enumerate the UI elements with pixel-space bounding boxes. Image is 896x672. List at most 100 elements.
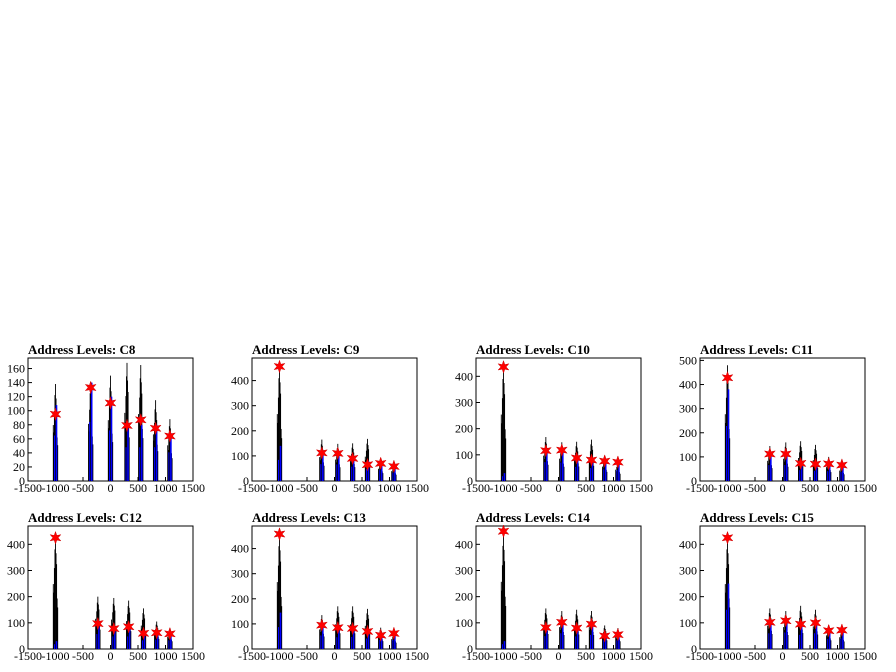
chart-title: Address Levels: C15 [700, 510, 814, 525]
x-tick-label: 500 [129, 481, 147, 495]
x-tick-label: 0 [108, 481, 114, 495]
red-star-marker [273, 359, 286, 374]
x-tick-label: 0 [332, 481, 338, 495]
x-tick-label: 1000 [154, 649, 178, 663]
y-tick-label: 400 [455, 369, 473, 383]
red-star-marker [835, 623, 848, 638]
red-star-marker [163, 429, 176, 444]
y-tick-label: 0 [243, 474, 249, 488]
y-tick-label: 200 [679, 590, 697, 604]
x-tick-label: -1500 [686, 649, 714, 663]
y-tick-label: 80 [13, 418, 25, 432]
y-tick-label: 300 [455, 395, 473, 409]
red-star-marker [346, 621, 359, 636]
red-star-marker [315, 445, 328, 460]
red-star-marker [835, 458, 848, 473]
y-tick-label: 0 [467, 642, 473, 656]
x-tick-label: 1500 [405, 481, 429, 495]
y-tick-label: 200 [679, 426, 697, 440]
red-star-marker [134, 412, 147, 427]
y-tick-label: 0 [691, 474, 697, 488]
red-star-marker [331, 620, 344, 635]
chart-title: Address Levels: C12 [28, 510, 142, 525]
y-tick-label: 400 [231, 374, 249, 388]
y-tick-label: 200 [455, 590, 473, 604]
x-tick-label: 0 [780, 481, 786, 495]
x-tick-label: 1000 [826, 649, 850, 663]
x-tick-label: -500 [520, 481, 542, 495]
x-tick-label: -1000 [490, 649, 518, 663]
x-tick-label: 500 [577, 649, 595, 663]
x-tick-label: 1000 [154, 481, 178, 495]
x-tick-label: -1000 [42, 481, 70, 495]
x-tick-label: 500 [577, 481, 595, 495]
x-tick-label: 1500 [629, 481, 653, 495]
red-star-marker [120, 418, 134, 433]
x-tick-label: 1500 [405, 649, 429, 663]
x-tick-label: 0 [332, 649, 338, 663]
red-star-marker [539, 620, 552, 635]
y-tick-label: 300 [679, 563, 697, 577]
chart-title: Address Levels: C9 [252, 342, 360, 357]
red-star-marker [331, 446, 344, 461]
x-tick-label: 500 [353, 481, 371, 495]
red-star-marker [539, 443, 552, 458]
x-tick-label: -1000 [714, 481, 742, 495]
x-tick-label: 1500 [181, 481, 205, 495]
x-tick-label: -1500 [238, 649, 266, 663]
x-tick-label: 500 [353, 649, 371, 663]
x-tick-label: -500 [520, 649, 542, 663]
y-tick-label: 100 [231, 617, 249, 631]
x-tick-label: 1500 [181, 649, 205, 663]
x-tick-label: 1500 [853, 481, 877, 495]
x-tick-label: -500 [296, 649, 318, 663]
x-tick-label: -1000 [490, 481, 518, 495]
red-star-marker [794, 617, 807, 632]
red-star-marker [570, 621, 583, 636]
y-tick-label: 100 [679, 450, 697, 464]
red-star-marker [149, 421, 162, 436]
y-tick-label: 120 [7, 390, 25, 404]
red-star-marker [273, 527, 286, 542]
red-star-marker [822, 623, 835, 638]
y-tick-label: 0 [243, 642, 249, 656]
x-tick-label: 0 [108, 649, 114, 663]
y-tick-label: 160 [7, 362, 25, 376]
plot-frame [251, 357, 418, 482]
chart-title: Address Levels: C14 [476, 510, 590, 525]
y-tick-label: 100 [231, 449, 249, 463]
y-tick-label: 0 [467, 474, 473, 488]
chart-panel: Address Levels: C11 0 100 200 300 400 500 -1500… [679, 342, 877, 495]
y-tick-label: 60 [13, 432, 25, 446]
red-star-marker [585, 453, 598, 468]
y-tick-label: 200 [231, 592, 249, 606]
red-star-marker [809, 457, 822, 472]
y-tick-label: 200 [455, 422, 473, 436]
red-star-marker [611, 627, 624, 642]
red-star-marker [555, 615, 568, 630]
chart-title: Address Levels: C8 [28, 342, 136, 357]
red-star-marker [570, 450, 583, 465]
chart-title: Address Levels: C11 [700, 342, 813, 357]
x-tick-label: -1000 [266, 649, 294, 663]
red-star-marker [598, 628, 611, 643]
x-tick-label: 1000 [378, 481, 402, 495]
chart-panel: Address Levels: C8020406080100120140160-… [7, 342, 205, 495]
red-star-marker [822, 456, 835, 471]
red-star-marker [150, 625, 163, 640]
red-star-marker [794, 456, 807, 471]
x-tick-label: 500 [801, 481, 819, 495]
x-tick-label: -1500 [14, 481, 42, 495]
x-tick-label: 0 [780, 649, 786, 663]
x-tick-label: 0 [556, 649, 562, 663]
y-tick-label: 0 [19, 642, 25, 656]
red-star-marker [779, 613, 792, 628]
x-tick-label: 500 [129, 649, 147, 663]
x-tick-label: -1500 [686, 481, 714, 495]
y-tick-label: 300 [231, 399, 249, 413]
red-star-marker [49, 530, 62, 545]
x-tick-label: 1000 [826, 481, 850, 495]
chart-panel: Address Levels: C15 0 100 200 300 400 -1500 -10… [679, 510, 877, 663]
red-star-marker [361, 457, 374, 472]
chart-title: Address Levels: C10 [476, 342, 590, 357]
